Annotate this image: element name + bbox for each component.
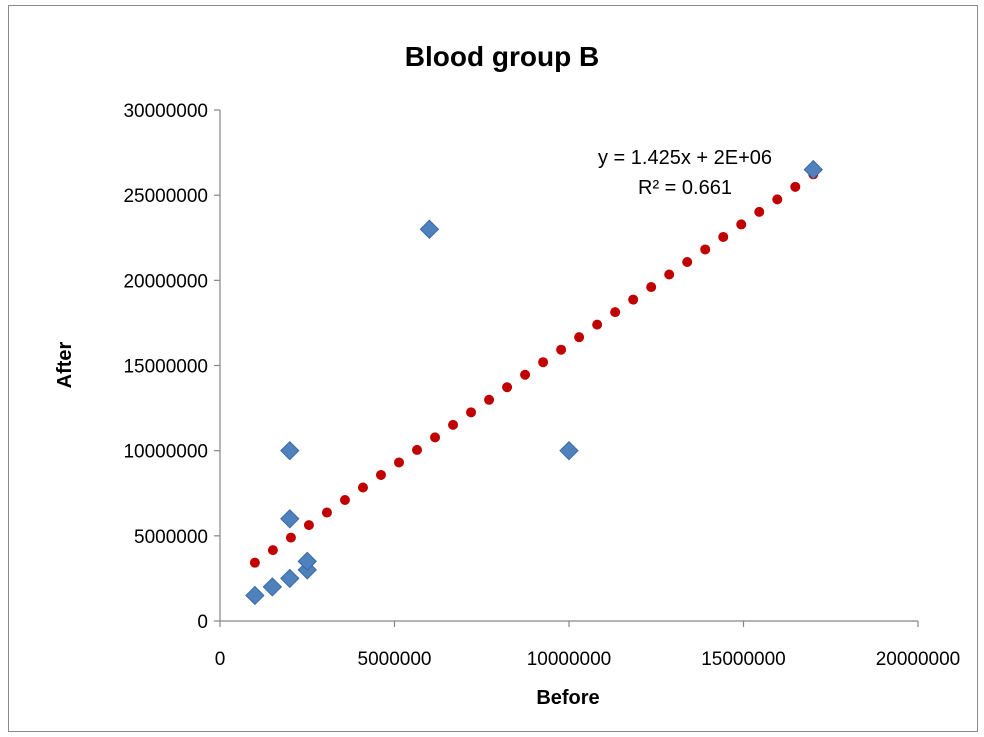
trendline-dot [538,357,549,368]
chart-frame [8,5,978,732]
y-tick-label: 15000000 [123,357,208,378]
y-axis-title: After [54,341,76,388]
data-points [245,159,824,606]
trendline-dot [357,482,368,493]
trendline-dot [736,219,747,230]
trendline-dot [303,520,314,531]
trendline-dot [285,532,296,543]
y-tick-label: 20000000 [123,271,208,292]
trendline-dot [718,231,729,242]
y-axis-tick-labels: 0 5000000 10000000 15000000 20000000 25000000… [123,101,208,633]
y-tick-label: 5000000 [134,527,208,548]
trendline-dot [646,282,657,293]
x-axis-title: Before [536,687,599,709]
trendline-dot [394,457,405,468]
x-tick-label: 5000000 [358,649,432,670]
data-point [419,219,440,239]
trendline-dot [448,419,459,430]
data-point [803,159,824,180]
data-point [297,551,317,572]
trendline [249,169,819,568]
trendline-dot [484,394,495,405]
x-tick-label: 20000000 [876,649,961,670]
trendline-dot [321,507,332,518]
trendline-equation: y = 1.425x + 2E+06 [598,147,772,169]
trendline-dot [628,294,639,305]
trendline-dot [430,432,441,443]
data-point [262,577,283,597]
data-point [280,568,300,589]
y-tick-label: 10000000 [123,442,208,463]
y-tick-label: 30000000 [123,101,208,122]
data-point [280,440,300,461]
x-axis-tick-marks [219,621,919,627]
trendline-dot [664,269,675,280]
y-tick-label: 25000000 [123,186,208,207]
trendline-dot [412,444,423,455]
trendline-dot [556,344,567,355]
x-tick-label: 10000000 [527,649,612,670]
data-point [280,509,300,529]
x-tick-label: 0 [215,649,226,670]
trendline-r-squared: R² = 0.661 [638,177,732,199]
trendline-dot [610,307,621,318]
y-axis-tick-marks [214,109,220,622]
trendline-dot [700,244,711,255]
trendline-dot [790,181,801,192]
trendline-dot [592,319,603,330]
chart-title: Blood group B [405,41,599,72]
trendline-dot [682,256,693,267]
trendline-dot [375,469,386,480]
trendline-dot [520,369,531,380]
trendline-dot [772,194,783,205]
x-tick-label: 15000000 [701,649,786,670]
y-tick-label: 0 [197,612,208,633]
trendline-dot [267,545,278,556]
trendline-dot [466,407,477,418]
trendline-dot [754,206,765,217]
trendline-dot [502,382,513,393]
x-axis-tick-labels: 0 5000000 10000000 15000000 20000000 [215,649,961,670]
data-point [245,585,265,606]
data-point [559,440,579,461]
trendline-dot [339,495,350,506]
trendline-dot [574,332,585,343]
trendline-dot [249,557,260,568]
